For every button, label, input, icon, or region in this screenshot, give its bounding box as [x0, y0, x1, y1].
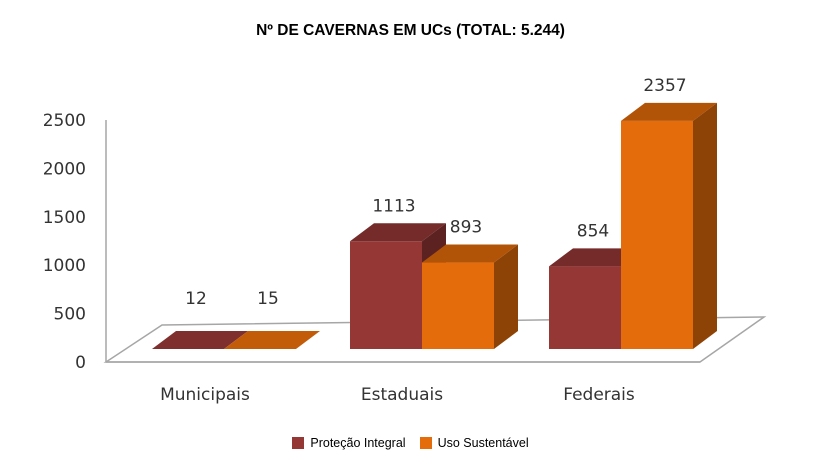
y-tick-label: 0: [75, 353, 86, 373]
legend-swatch-icon: [419, 437, 432, 449]
legend-item-uso-sustentavel: Uso Sustentável: [419, 436, 529, 450]
data-label: 2357: [643, 76, 686, 96]
chart-title: Nº DE CAVERNAS EM UCs (TOTAL: 5.244): [256, 22, 565, 39]
data-label: 15: [257, 289, 279, 309]
y-tick-label: 2500: [43, 111, 86, 131]
data-label: 1113: [372, 196, 415, 216]
legend-item-protecao-integral: Proteção Integral: [292, 436, 406, 450]
y-tick-label: 1000: [43, 256, 86, 276]
chart-bars: [152, 102, 717, 349]
data-label: 12: [185, 289, 207, 309]
bar: [549, 266, 621, 349]
bar: [152, 331, 248, 349]
legend-label: Uso Sustentável: [437, 436, 529, 450]
chart-axes: 0 500 1000 1500 2000 2500: [43, 111, 107, 373]
y-tick-label: 2000: [43, 159, 86, 179]
y-tick-label: 500: [54, 305, 86, 325]
x-category-label: Estaduais: [361, 385, 443, 405]
bar-top: [422, 244, 518, 263]
bar: [621, 120, 693, 349]
chart-labels: Municipais 12 15 Estaduais 1113 893 Federais 85…: [160, 76, 687, 405]
data-label: 854: [577, 221, 609, 241]
legend-label: Proteção Integral: [310, 436, 406, 450]
bar-side: [494, 244, 518, 349]
y-tick-label: 1500: [43, 208, 86, 228]
chart-legend: Proteção Integral Uso Sustentável: [0, 436, 821, 450]
bar-top: [621, 102, 717, 121]
x-category-label: Municipais: [160, 385, 250, 405]
bar: [422, 262, 494, 349]
bar-top: [350, 223, 446, 242]
x-category-label: Federais: [563, 385, 635, 405]
bar: [350, 241, 422, 349]
bar: [224, 331, 320, 349]
data-label: 893: [450, 218, 482, 238]
bar-side: [693, 102, 717, 349]
legend-swatch-icon: [292, 437, 305, 449]
